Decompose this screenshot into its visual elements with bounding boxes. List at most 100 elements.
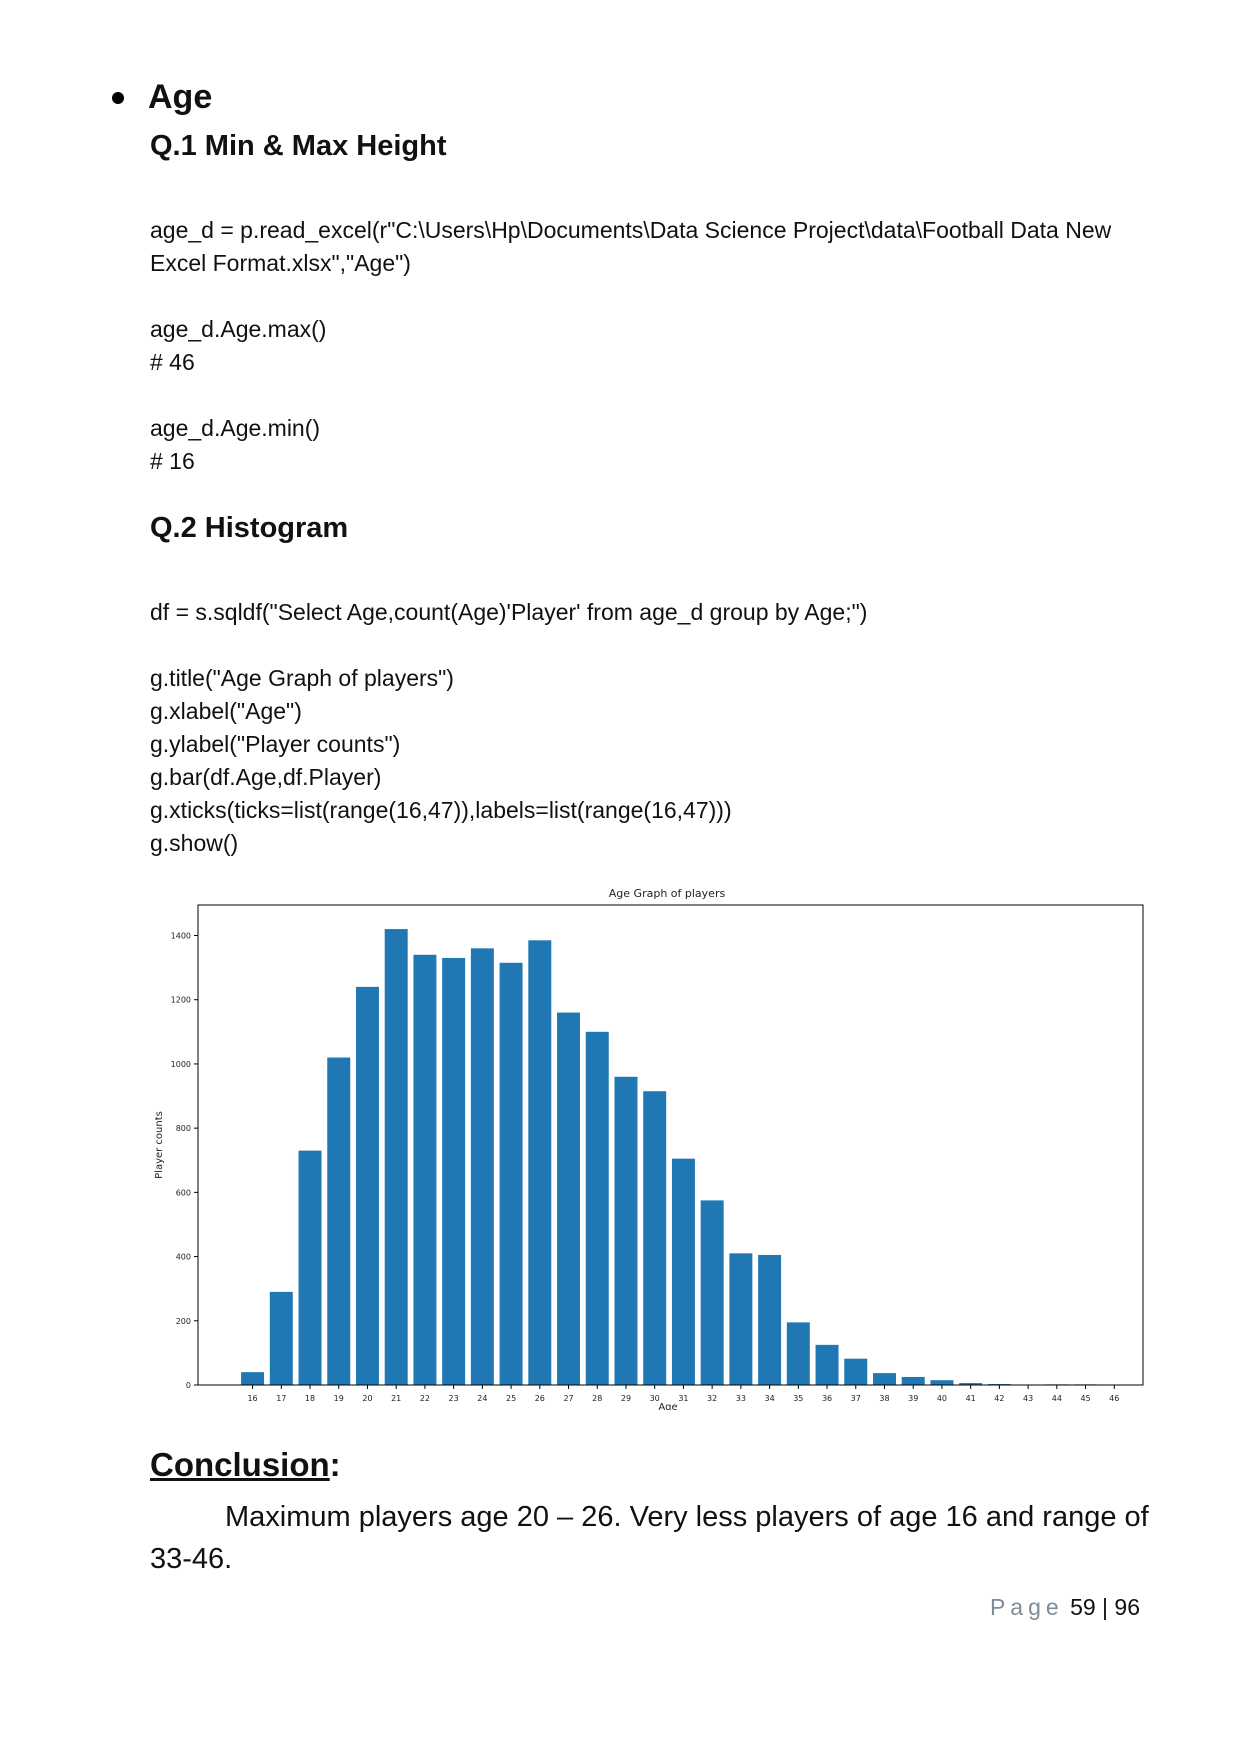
x-tick-label: 36 — [822, 1394, 832, 1403]
x-tick-label: 40 — [937, 1394, 947, 1403]
bar-age-24 — [470, 948, 494, 1385]
x-tick-label: 22 — [420, 1394, 430, 1403]
bar-age-26 — [528, 940, 552, 1385]
result-max: # 46 — [150, 349, 195, 375]
bar-age-23 — [442, 957, 466, 1385]
bar-age-22 — [413, 954, 437, 1385]
y-tick-label: 1000 — [171, 1060, 191, 1069]
y-tick-label: 1400 — [171, 932, 191, 941]
x-tick-label: 21 — [391, 1394, 401, 1403]
bar-age-37 — [844, 1358, 868, 1385]
y-axis: 0 200 400 600 800 1000 1200 1400 — [171, 932, 198, 1390]
chart-title: Age Graph of players — [609, 887, 726, 900]
code-blank-line — [150, 629, 1170, 662]
bar-age-39 — [901, 1376, 925, 1385]
bar-age-17 — [269, 1291, 293, 1385]
bar-age-30 — [643, 1091, 667, 1385]
y-tick-label: 200 — [176, 1317, 191, 1326]
code-line: g.xlabel("Age") — [150, 698, 302, 724]
x-tick-label: 27 — [563, 1394, 573, 1403]
section-title: Age — [148, 78, 213, 116]
code-line: g.bar(df.Age,df.Player) — [150, 764, 382, 790]
q1-code-block: age_d = p.read_excel(r"C:\Users\Hp\Docum… — [150, 214, 1170, 478]
x-tick-label: 28 — [592, 1394, 602, 1403]
x-tick-label: 19 — [334, 1394, 344, 1403]
x-tick-label: 34 — [765, 1394, 775, 1403]
result-min: # 16 — [150, 448, 195, 474]
code-line-min: age_d.Age.min() — [150, 415, 321, 441]
bar-age-34 — [758, 1254, 782, 1385]
bar-age-38 — [873, 1373, 896, 1385]
bar-age-32 — [700, 1200, 724, 1385]
x-tick-label: 32 — [707, 1394, 717, 1403]
bar-age-33 — [729, 1253, 753, 1385]
code-line: g.xticks(ticks=list(range(16,47)),labels… — [150, 797, 732, 823]
conclusion-text: Maximum players age 20 – 26. Very less p… — [150, 1501, 1149, 1575]
y-tick-label: 400 — [176, 1253, 191, 1262]
x-tick-label: 16 — [247, 1394, 257, 1403]
bar-age-40 — [930, 1380, 954, 1385]
conclusion-title: Conclusion — [150, 1446, 330, 1483]
section-heading-row: Age — [112, 78, 212, 117]
code-line: g.show() — [150, 830, 239, 856]
bar-age-36 — [815, 1344, 839, 1385]
x-tick-label: 20 — [362, 1394, 372, 1403]
x-tick-label: 43 — [1023, 1394, 1033, 1403]
bar-age-19 — [327, 1057, 351, 1385]
x-tick-label: 45 — [1080, 1394, 1090, 1403]
page-label: Page — [989, 1594, 1064, 1620]
x-tick-label: 31 — [678, 1394, 688, 1403]
page-count: 59 | 96 — [1070, 1594, 1140, 1620]
x-tick-label: 26 — [535, 1394, 545, 1403]
x-tick-label: 33 — [736, 1394, 746, 1403]
x-tick-label: 24 — [477, 1394, 487, 1403]
chart-svg: Age Graph of players 0 200 400 600 800 1000 12… — [154, 887, 1144, 1413]
x-tick-label: 41 — [966, 1394, 976, 1403]
x-tick-label: 23 — [449, 1394, 459, 1403]
x-tick-label: 39 — [908, 1394, 918, 1403]
bar-age-28 — [585, 1031, 609, 1385]
bar-age-35 — [786, 1322, 810, 1385]
page-number: Page 59 | 96 — [990, 1594, 1140, 1621]
conclusion-heading: Conclusion: — [150, 1446, 341, 1484]
x-tick-label: 42 — [994, 1394, 1004, 1403]
bar-age-21 — [384, 929, 408, 1385]
x-tick-label: 37 — [851, 1394, 861, 1403]
q2-code-block: df = s.sqldf("Select Age,count(Age)'Play… — [150, 596, 1170, 860]
bar-age-31 — [671, 1158, 695, 1385]
x-tick-label: 46 — [1109, 1394, 1119, 1403]
x-tick-label: 25 — [506, 1394, 516, 1403]
q1-heading: Q.1 Min & Max Height — [150, 130, 447, 162]
x-axis-label: Age — [658, 1402, 677, 1410]
y-tick-label: 0 — [186, 1381, 191, 1390]
bar-age-41 — [959, 1383, 983, 1385]
y-tick-label: 1200 — [171, 996, 191, 1005]
x-tick-label: 17 — [276, 1394, 286, 1403]
code-line: df = s.sqldf("Select Age,count(Age)'Play… — [150, 599, 868, 625]
x-tick-label: 18 — [305, 1394, 315, 1403]
plot-frame — [197, 904, 1144, 1386]
bar-age-20 — [355, 986, 379, 1385]
code-line-max: age_d.Age.max() — [150, 316, 327, 342]
bars-group — [241, 929, 1126, 1385]
x-tick-label: 38 — [879, 1394, 889, 1403]
conclusion-colon: : — [329, 1446, 341, 1483]
bar-age-25 — [499, 962, 523, 1385]
y-axis-label: Player counts — [154, 1111, 165, 1179]
x-tick-label: 44 — [1052, 1394, 1062, 1403]
bullet-icon — [112, 91, 124, 104]
code-line-read-excel: age_d = p.read_excel(r"C:\Users\Hp\Docum… — [150, 217, 1118, 276]
x-tick-label: 29 — [621, 1394, 631, 1403]
bar-age-16 — [241, 1372, 265, 1385]
code-line: g.title("Age Graph of players") — [150, 665, 454, 691]
x-tick-label: 30 — [650, 1394, 660, 1403]
bar-age-18 — [298, 1150, 322, 1385]
bar-age-29 — [614, 1076, 638, 1385]
y-tick-label: 600 — [176, 1188, 191, 1197]
bar-age-27 — [557, 1012, 581, 1385]
x-axis: 16 17 18 19 20 21 22 23 24 25 26 27 28 29 30 31 32 33 34 35… — [247, 1385, 1119, 1403]
x-tick-label: 35 — [793, 1394, 803, 1403]
y-tick-label: 800 — [176, 1124, 191, 1133]
age-histogram-chart: Age Graph of players 0 200 400 600 800 1000 12… — [150, 870, 1160, 1413]
